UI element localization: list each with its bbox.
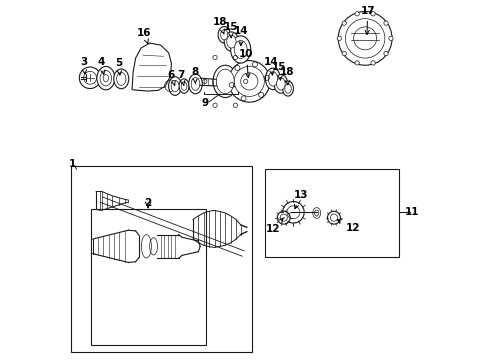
Bar (71, 166, 252, 352)
Circle shape (384, 51, 388, 56)
Bar (265, 169, 399, 257)
Ellipse shape (100, 71, 112, 86)
Circle shape (355, 61, 359, 65)
Ellipse shape (191, 77, 200, 90)
Text: 11: 11 (405, 207, 419, 217)
Text: 2: 2 (145, 198, 152, 208)
Circle shape (342, 21, 346, 25)
Ellipse shape (274, 75, 288, 93)
Ellipse shape (117, 72, 126, 85)
Ellipse shape (97, 67, 115, 90)
Text: 18: 18 (280, 67, 294, 85)
Circle shape (79, 67, 101, 89)
Text: 14: 14 (264, 57, 278, 75)
Ellipse shape (213, 65, 238, 98)
Ellipse shape (216, 69, 234, 94)
Text: 1: 1 (69, 159, 76, 169)
Text: 12: 12 (337, 220, 360, 233)
Ellipse shape (227, 35, 236, 48)
Circle shape (234, 66, 265, 96)
Circle shape (283, 202, 304, 223)
Circle shape (371, 12, 375, 16)
Ellipse shape (231, 36, 251, 63)
Ellipse shape (218, 27, 230, 43)
Circle shape (228, 60, 270, 102)
Ellipse shape (269, 72, 278, 86)
Text: 9: 9 (201, 98, 208, 108)
Circle shape (277, 211, 290, 224)
Text: 10: 10 (239, 49, 254, 77)
Text: 3: 3 (80, 57, 87, 74)
Text: 6: 6 (167, 69, 175, 85)
Circle shape (371, 61, 375, 65)
Ellipse shape (171, 80, 179, 92)
Ellipse shape (169, 77, 181, 95)
Circle shape (389, 36, 393, 41)
Text: 8: 8 (191, 67, 198, 83)
Circle shape (384, 21, 388, 25)
Ellipse shape (220, 30, 228, 40)
Text: 4: 4 (98, 57, 105, 75)
Ellipse shape (266, 68, 280, 90)
Text: 16: 16 (137, 28, 151, 44)
Ellipse shape (283, 81, 294, 96)
Ellipse shape (276, 78, 285, 90)
Text: 13: 13 (294, 190, 308, 209)
Ellipse shape (224, 32, 239, 51)
Ellipse shape (189, 74, 202, 94)
Text: 12: 12 (266, 219, 283, 234)
Circle shape (337, 36, 342, 41)
Text: 5: 5 (115, 58, 122, 75)
Text: 18: 18 (213, 17, 227, 34)
Ellipse shape (179, 79, 189, 93)
Text: 17: 17 (360, 6, 375, 35)
Text: 7: 7 (177, 69, 185, 85)
Ellipse shape (285, 84, 291, 93)
Circle shape (342, 51, 346, 56)
Ellipse shape (181, 82, 187, 90)
Ellipse shape (114, 69, 129, 89)
Text: 14: 14 (234, 26, 249, 46)
Circle shape (355, 12, 359, 16)
Polygon shape (132, 43, 172, 91)
Text: 15: 15 (223, 22, 238, 38)
Ellipse shape (234, 41, 247, 58)
Circle shape (327, 211, 341, 224)
Bar (91, 209, 205, 345)
Circle shape (338, 12, 392, 65)
Text: 15: 15 (272, 62, 287, 80)
